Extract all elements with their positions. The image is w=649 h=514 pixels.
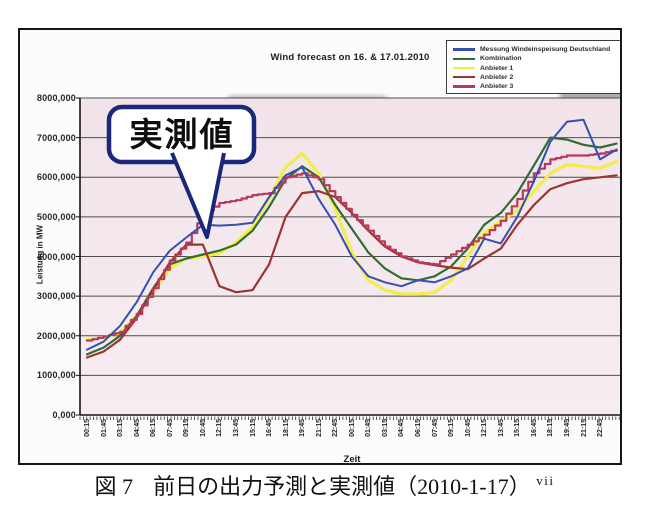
- x-tick-label: 18:15: [547, 419, 555, 437]
- x-tick-label: 07:45: [431, 419, 439, 437]
- y-tick-label: 6000,000: [36, 172, 76, 183]
- figure-frame: we guarantee security of suppl year ion,…: [18, 28, 622, 465]
- x-tick-label: 09:15: [183, 419, 191, 437]
- x-tick-label: 10:45: [199, 419, 207, 437]
- x-tick-label: 07:45: [166, 419, 174, 437]
- x-tick-label: 03:15: [381, 419, 389, 437]
- x-tick-label: 19:45: [563, 419, 571, 437]
- legend-swatch: [453, 57, 475, 60]
- callout-tail: [170, 152, 226, 239]
- figure-caption-text: 前日の出力予測と実測値（2010-1-17）: [153, 474, 531, 499]
- x-tick-label: 22:45: [332, 419, 340, 437]
- legend-swatch: [453, 66, 475, 70]
- legend-swatch: [453, 76, 475, 79]
- x-tick-label: 00:15: [84, 419, 91, 437]
- x-tick-label: 04:45: [133, 419, 141, 437]
- y-tick-label: 2000,000: [36, 330, 76, 341]
- x-tick-label: 19:45: [299, 419, 307, 437]
- x-tick-label: 22:45: [597, 419, 605, 437]
- series-line-anbieter-2: [85, 174, 618, 359]
- x-tick-label: 10:45: [464, 419, 472, 437]
- callout-measured-value-label: 実測値: [129, 116, 235, 153]
- x-tick-label: 06:15: [415, 419, 422, 437]
- legend-label: Anbieter 2: [480, 73, 514, 81]
- x-tick-label: 18:15: [282, 419, 290, 437]
- legend-label: Anbieter 1: [480, 64, 514, 72]
- x-tick-label: 16:45: [266, 419, 274, 437]
- legend-item: Anbieter 1: [453, 64, 618, 73]
- figure-caption-number: 図 7: [94, 474, 134, 499]
- chart-canvas: [76, 97, 620, 420]
- x-tick-label: 09:15: [448, 419, 456, 437]
- x-tick-label: 15:15: [249, 419, 257, 437]
- x-tick-label: 12:15: [481, 419, 489, 437]
- x-tick-label: 00:15: [348, 419, 356, 437]
- x-tick-label: 01:45: [365, 419, 373, 437]
- x-tick-label: 13:45: [497, 419, 505, 437]
- figure-caption: 図 7 前日の出力予測と実測値（2010-1-17） vii: [0, 469, 649, 501]
- x-tick-label: 06:15: [150, 419, 158, 437]
- series-line-anbieter-3: [85, 148, 618, 342]
- y-tick-label: 1000,000: [36, 370, 76, 381]
- x-tick-label: 15:15: [514, 419, 522, 437]
- series-line-messung-windeinspeisung-deutschland: [86, 118, 618, 351]
- x-axis-title: Zeit: [343, 454, 361, 465]
- x-tick-label: 16:45: [530, 419, 538, 437]
- y-tick-label: 5000,000: [36, 211, 76, 222]
- x-tick-label: 01:45: [100, 419, 108, 437]
- x-tick-label: 12:15: [216, 419, 224, 437]
- y-tick-label: 8000,000: [36, 93, 76, 103]
- y-tick-label: 4000,000: [36, 251, 76, 262]
- chart-title: Wind forecast on 16. & 17.01.2010: [270, 52, 430, 63]
- x-tick-label: 21:15: [580, 419, 588, 437]
- figure-caption-footnote-marker: vii: [536, 473, 555, 488]
- y-tick-label: 3000,000: [36, 291, 76, 302]
- x-minor-ticks: [79, 416, 620, 420]
- x-tick-label: 04:45: [398, 419, 406, 437]
- legend-item: Kombination: [453, 54, 618, 63]
- legend-label: Kombination: [480, 55, 522, 63]
- legend-item: Messung Windeinspeisung Deutschland: [453, 45, 618, 54]
- x-tick-label: 13:45: [232, 419, 240, 437]
- legend-swatch: [453, 85, 475, 88]
- legend-item: Anbieter 2: [453, 73, 618, 82]
- y-tick-label: 0,000: [52, 410, 76, 420]
- x-tick-label: 03:15: [117, 419, 125, 437]
- y-tick-label: 7000,000: [36, 132, 76, 143]
- series-line-kombination: [85, 136, 618, 356]
- series-line-anbieter-1: [85, 151, 619, 342]
- x-tick-label: 21:15: [315, 419, 323, 437]
- legend-label: Messung Windeinspeisung Deutschland: [480, 46, 611, 53]
- legend-item: Anbieter 3: [453, 82, 618, 91]
- legend-label: Anbieter 3: [480, 83, 514, 90]
- chart-legend: Messung Windeinspeisung Deutschland Kombi…: [446, 40, 620, 94]
- legend-swatch: [453, 48, 475, 51]
